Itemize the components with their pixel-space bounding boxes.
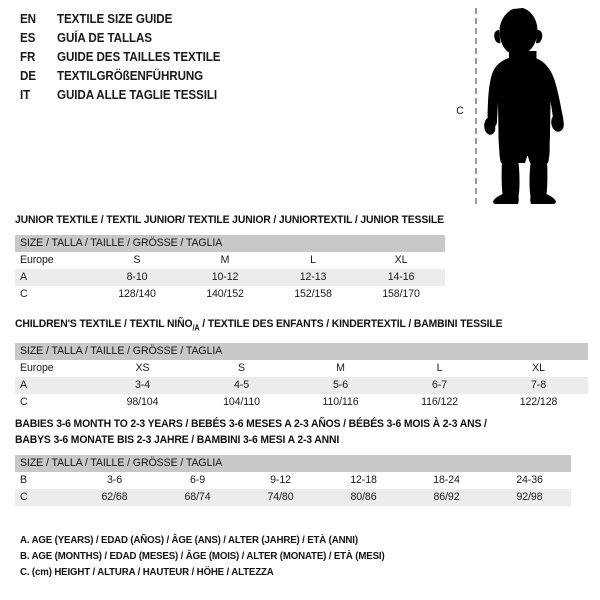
- table-babies: SIZE / TALLA / TAILLE / GRÖSSE / TAGLIA …: [15, 455, 571, 506]
- title-part-post: / TEXTILE DES ENFANTS / KINDERTEXTIL / B…: [199, 318, 503, 330]
- cell: 9-12: [239, 472, 322, 489]
- cell: 7-8: [489, 377, 588, 395]
- cell: L: [269, 252, 357, 269]
- cell: 24-36: [488, 472, 571, 489]
- cell: 74/80: [239, 489, 322, 506]
- table-row: B 3-6 6-9 9-12 12-18 18-24 24-36: [15, 472, 571, 489]
- cell: 98/104: [93, 394, 192, 412]
- height-dashed-line-icon: [475, 8, 477, 204]
- cell: 122/128: [489, 394, 588, 412]
- language-code-es: ES: [20, 31, 36, 45]
- language-title-fr: GUIDE DES TAILLES TEXTILE: [57, 50, 221, 64]
- section-babies-textile: BABIES 3-6 MONTH TO 2-3 YEARS / BEBÉS 3-…: [15, 416, 571, 506]
- cell: 6-9: [156, 472, 239, 489]
- table-junior: SIZE / TALLA / TAILLE / GRÖSSE / TAGLIA …: [15, 235, 445, 303]
- language-code-en: EN: [20, 12, 36, 26]
- language-row: ES GUÍA DE TALLAS: [20, 31, 440, 50]
- section-title-babies-line1: BABIES 3-6 MONTH TO 2-3 YEARS / BEBÉS 3-…: [15, 418, 487, 430]
- cell: L: [390, 360, 489, 378]
- language-row: FR GUIDE DES TAILLES TEXTILE: [20, 50, 440, 69]
- height-diagram: C: [450, 0, 600, 208]
- table-row: Europe S M L XL: [15, 252, 445, 269]
- cell: 62/68: [73, 489, 156, 506]
- language-row: IT GUIDA ALLE TAGLIE TESSILI: [20, 88, 440, 107]
- title-part-sub: /A: [192, 323, 200, 333]
- cell: 3-4: [93, 377, 192, 395]
- cell: 68/74: [156, 489, 239, 506]
- table-children: SIZE / TALLA / TAILLE / GRÖSSE / TAGLIA …: [15, 343, 588, 412]
- section-title-children: CHILDREN'S TEXTILE / TEXTIL NIÑO/A / TEX…: [15, 316, 542, 336]
- table-row: SIZE / TALLA / TAILLE / GRÖSSE / TAGLIA: [15, 455, 571, 472]
- cell: 128/140: [93, 286, 181, 303]
- cell: 116/122: [390, 394, 489, 412]
- table-row: A 8-10 10-12 12-13 14-16: [15, 269, 445, 286]
- table-row: C 62/68 68/74 74/80 80/86 86/92 92/98: [15, 489, 571, 506]
- cell: 18-24: [405, 472, 488, 489]
- section-title-junior: JUNIOR TEXTILE / TEXTIL JUNIOR/ TEXTILE …: [15, 214, 444, 226]
- legend-item-c: C. (cm) HEIGHT / ALTURA / HAUTEUR / HÖHE…: [20, 567, 274, 578]
- cell: M: [181, 252, 269, 269]
- cell: 3-6: [73, 472, 156, 489]
- row-label: C: [15, 489, 73, 506]
- table-row: A 3-4 4-5 5-6 6-7 7-8: [15, 377, 588, 395]
- size-header-children: SIZE / TALLA / TAILLE / GRÖSSE / TAGLIA: [15, 343, 588, 361]
- cell: 92/98: [488, 489, 571, 506]
- cell: 152/158: [269, 286, 357, 303]
- cell: 80/86: [322, 489, 405, 506]
- cell: 104/110: [192, 394, 291, 412]
- size-header-babies: SIZE / TALLA / TAILLE / GRÖSSE / TAGLIA: [15, 455, 571, 472]
- cell: 12-13: [269, 269, 357, 286]
- row-label: C: [15, 394, 93, 412]
- cell: S: [93, 252, 181, 269]
- section-title-babies-line2: BABYS 3-6 MONATE BIS 2-3 JAHRE / BAMBINI…: [15, 434, 340, 446]
- cell: XL: [489, 360, 588, 378]
- row-label: Europe: [15, 360, 93, 378]
- section-junior-textile: JUNIOR TEXTILE / TEXTIL JUNIOR/ TEXTILE …: [15, 212, 481, 303]
- cell: S: [192, 360, 291, 378]
- language-code-fr: FR: [20, 50, 36, 64]
- toddler-silhouette-icon: [482, 6, 572, 204]
- language-code-it: IT: [20, 88, 31, 102]
- language-row: EN TEXTILE SIZE GUIDE: [20, 12, 440, 31]
- cell: 86/92: [405, 489, 488, 506]
- row-label: C: [15, 286, 93, 303]
- language-title-es: GUÍA DE TALLAS: [57, 31, 152, 45]
- language-title-block: EN TEXTILE SIZE GUIDE ES GUÍA DE TALLAS …: [20, 12, 440, 107]
- legend-block: A. AGE (YEARS) / EDAD (AÑOS) / ÂGE (ANS)…: [20, 533, 580, 581]
- language-title-de: TEXTILGRÖßENFÜHRUNG: [57, 69, 204, 83]
- cell: XL: [357, 252, 445, 269]
- cell: 12-18: [322, 472, 405, 489]
- table-row: C 98/104 104/110 110/116 116/122 122/128: [15, 394, 588, 412]
- table-row: Europe XS S M L XL: [15, 360, 588, 378]
- section-children-textile: CHILDREN'S TEXTILE / TEXTIL NIÑO/A / TEX…: [15, 316, 588, 412]
- cell: 10-12: [181, 269, 269, 286]
- title-part-pre: CHILDREN'S TEXTILE / TEXTIL NIÑO: [15, 318, 193, 330]
- cell: 6-7: [390, 377, 489, 395]
- table-row: SIZE / TALLA / TAILLE / GRÖSSE / TAGLIA: [15, 343, 588, 361]
- cell: 4-5: [192, 377, 291, 395]
- cell: 158/170: [357, 286, 445, 303]
- row-label: B: [15, 472, 73, 489]
- language-code-de: DE: [20, 69, 36, 83]
- cell: 14-16: [357, 269, 445, 286]
- cell: 110/116: [291, 394, 390, 412]
- table-row: C 128/140 140/152 152/158 158/170: [15, 286, 445, 303]
- cell: XS: [93, 360, 192, 378]
- height-marker-label: C: [456, 105, 464, 117]
- row-label: A: [15, 269, 93, 286]
- row-label: A: [15, 377, 93, 395]
- row-label: Europe: [15, 252, 93, 269]
- legend-item-a: A. AGE (YEARS) / EDAD (AÑOS) / ÂGE (ANS)…: [20, 535, 358, 546]
- size-header-junior: SIZE / TALLA / TAILLE / GRÖSSE / TAGLIA: [15, 235, 445, 252]
- cell: 8-10: [93, 269, 181, 286]
- language-title-en: TEXTILE SIZE GUIDE: [57, 12, 173, 26]
- legend-item-b: B. AGE (MONTHS) / EDAD (MESES) / ÂGE (MO…: [20, 551, 385, 562]
- cell: M: [291, 360, 390, 378]
- language-row: DE TEXTILGRÖßENFÜHRUNG: [20, 69, 440, 88]
- cell: 140/152: [181, 286, 269, 303]
- language-title-it: GUIDA ALLE TAGLIE TESSILI: [57, 88, 218, 102]
- cell: 5-6: [291, 377, 390, 395]
- table-row: SIZE / TALLA / TAILLE / GRÖSSE / TAGLIA: [15, 235, 445, 252]
